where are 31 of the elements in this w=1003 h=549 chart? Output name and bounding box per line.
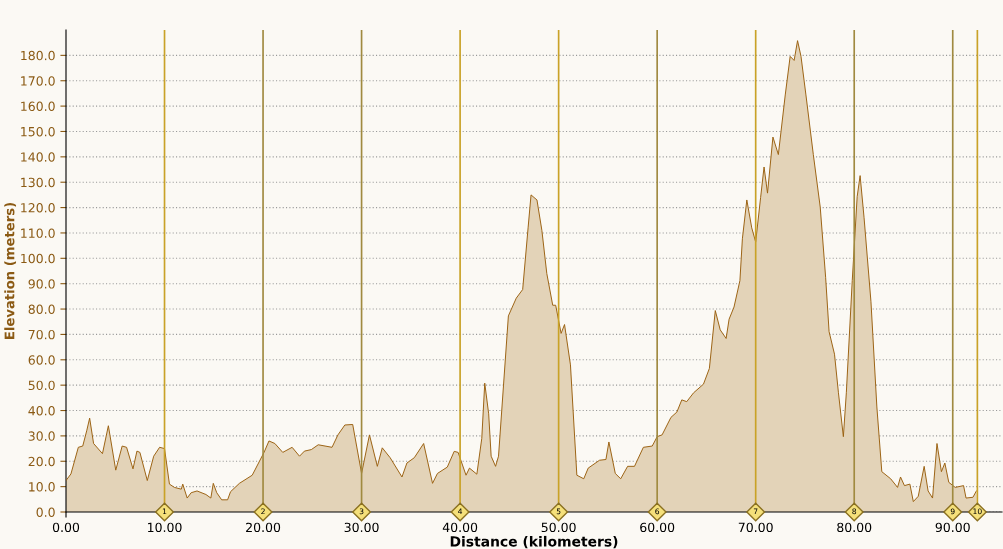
x-tick-label: 80.00	[837, 522, 872, 533]
y-tick-label: 140.0	[21, 152, 55, 162]
y-tick-label: 0.0	[36, 507, 55, 517]
y-tick-label: 130.0	[21, 177, 55, 188]
y-tick-label: 90.0	[28, 279, 55, 289]
y-tick-label: 20.0	[28, 456, 55, 467]
y-tick-label: 160.0	[21, 101, 55, 112]
x-tick-label: 20.00	[246, 522, 281, 533]
y-axis-title: Elevation (meters)	[4, 203, 17, 339]
x-tick-label: 90.00	[935, 522, 970, 533]
y-tick-label: 100.0	[21, 253, 55, 264]
y-tick-label: 170.0	[21, 76, 55, 86]
x-tick-label: 40.00	[442, 522, 478, 533]
x-tick-label: 30.00	[344, 522, 379, 533]
y-tick-label: 180.0	[21, 50, 55, 61]
x-tick-label: 50.00	[541, 522, 576, 533]
x-tick-label: 10.00	[148, 522, 182, 533]
x-axis-title: Distance (kilometers)	[450, 535, 618, 549]
y-tick-label: 10.0	[29, 482, 55, 492]
y-tick-label: 70.0	[28, 329, 55, 340]
y-tick-label: 60.0	[28, 355, 55, 365]
y-tick-label: 80.0	[28, 304, 55, 314]
y-tick-label: 40.0	[28, 406, 55, 416]
y-tick-label: 150.0	[21, 126, 55, 137]
y-tick-label: 120.0	[21, 203, 55, 213]
x-tick-label: 0.00	[52, 522, 80, 533]
x-tick-label: 70.00	[738, 522, 773, 533]
y-tick-label: 110.0	[21, 228, 55, 238]
x-tick-label: 60.00	[640, 522, 675, 533]
y-tick-label: 30.0	[28, 431, 55, 441]
y-tick-label: 50.0	[28, 380, 55, 391]
